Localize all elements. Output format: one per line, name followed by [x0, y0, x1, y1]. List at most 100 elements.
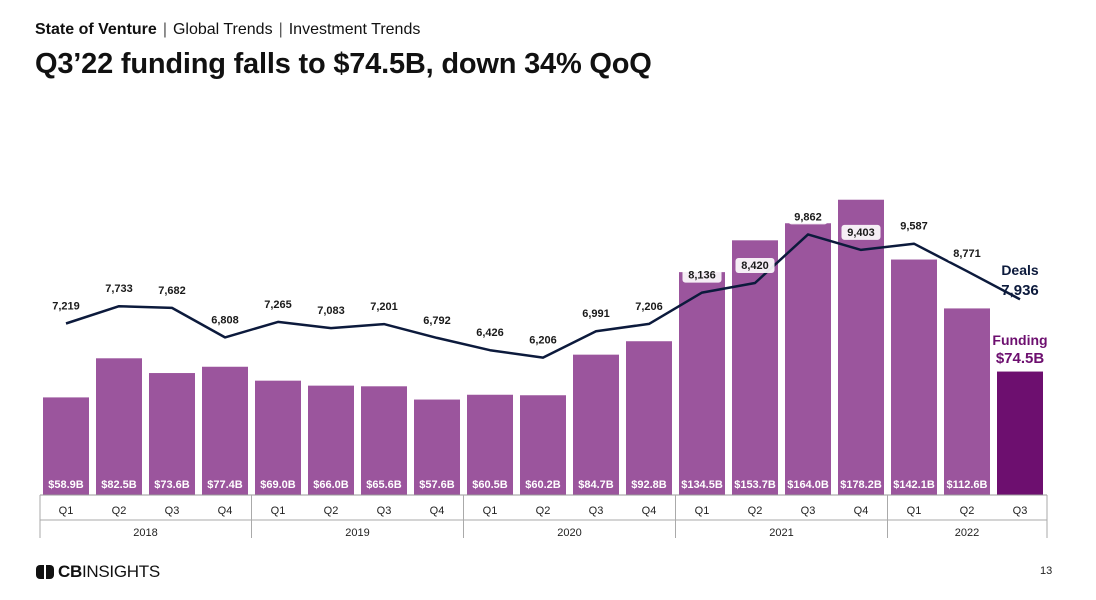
funding-bar	[573, 354, 619, 495]
quarter-tick-label: Q2	[112, 505, 127, 517]
funding-bar	[891, 259, 937, 495]
deals-label-background	[735, 258, 775, 274]
funding-value-label: $60.2B	[525, 479, 561, 491]
deals-value-label: 7,201	[370, 301, 398, 313]
breadcrumb-separator: |	[278, 21, 283, 38]
quarter-tick-label: Q3	[801, 505, 816, 517]
funding-bar	[467, 394, 513, 495]
breadcrumb-item-subtopic: Investment Trends	[288, 21, 421, 38]
deals-label-background	[788, 209, 828, 225]
year-group-label: 2018	[133, 527, 157, 539]
quarter-tick-label: Q3	[1013, 505, 1028, 517]
funding-value-label: $82.5B	[101, 479, 137, 491]
quarter-tick-label: Q2	[748, 505, 763, 517]
funding-value-label: $142.1B	[893, 479, 935, 491]
quarter-tick-label: Q3	[165, 505, 180, 517]
funding-bar	[414, 399, 460, 495]
logo-text-bold: CB	[58, 562, 82, 581]
quarter-tick-label: Q1	[907, 505, 922, 517]
deals-label-background	[894, 218, 934, 234]
deals-value-label: 7,206	[635, 301, 663, 313]
deals-line	[65, 233, 1021, 359]
cb-insights-logo-icon	[36, 565, 54, 579]
quarter-tick-label: Q1	[483, 505, 498, 517]
quarter-tick-label: Q1	[695, 505, 710, 517]
deals-label-background	[841, 224, 881, 240]
funding-value-label: $66.0B	[313, 479, 349, 491]
funding-callout-name: Funding	[992, 332, 1047, 348]
funding-bar	[361, 386, 407, 495]
funding-bar	[202, 366, 248, 495]
deals-label-background	[682, 267, 722, 283]
funding-bar	[520, 395, 566, 495]
breadcrumb-item-topic: Global Trends	[172, 21, 273, 38]
deals-callout-value: 7,936	[1001, 282, 1039, 299]
quarter-tick-label: Q2	[324, 505, 339, 517]
funding-bar	[679, 272, 725, 495]
quarter-tick-label: Q2	[960, 505, 975, 517]
year-group-label: 2019	[345, 527, 369, 539]
funding-bar	[626, 341, 672, 495]
deals-value-label: 8,420	[741, 260, 769, 272]
quarter-tick-label: Q1	[59, 505, 74, 517]
year-group-label: 2020	[557, 527, 581, 539]
deals-value-label: 9,587	[900, 221, 928, 233]
quarter-tick-label: Q4	[218, 505, 233, 517]
funding-bar	[308, 385, 354, 495]
year-group-label: 2022	[955, 527, 979, 539]
deals-value-label: 6,206	[529, 335, 557, 347]
funding-bar	[149, 373, 195, 495]
deals-value-label: 7,733	[105, 283, 133, 295]
quarter-tick-label: Q4	[854, 505, 869, 517]
deals-value-label: 7,219	[52, 301, 80, 313]
funding-value-label: $134.5B	[681, 479, 723, 491]
quarter-tick-label: Q1	[271, 505, 286, 517]
funding-bar	[43, 397, 89, 495]
funding-callout-value: $74.5B	[996, 350, 1045, 367]
funding-value-label: $65.6B	[366, 479, 402, 491]
deals-value-label: 6,808	[211, 314, 239, 326]
deals-value-label: 8,771	[953, 248, 981, 260]
deals-value-label: 6,991	[582, 308, 610, 320]
deals-value-label: 8,136	[688, 270, 716, 282]
funding-bar	[96, 358, 142, 495]
page-title: Q3’22 funding falls to $74.5B, down 34% …	[35, 48, 652, 80]
funding-value-label: $58.9B	[48, 479, 84, 491]
deals-value-label: 7,265	[264, 299, 292, 311]
funding-value-label: $77.4B	[207, 479, 243, 491]
funding-value-label: $153.7B	[734, 479, 776, 491]
breadcrumb-item-section: State of Venture	[35, 21, 157, 38]
deals-value-label: 6,426	[476, 327, 504, 339]
logo-text-rest: INSIGHTS	[81, 562, 160, 581]
funding-value-label: $57.6B	[419, 479, 455, 491]
deals-value-label: 9,862	[794, 211, 822, 223]
deals-value-label: 6,792	[423, 315, 451, 327]
quarter-tick-label: Q3	[377, 505, 392, 517]
deals-callout-name: Deals	[1001, 262, 1039, 278]
quarter-tick-label: Q2	[536, 505, 551, 517]
quarter-tick-label: Q3	[589, 505, 604, 517]
breadcrumb: State of Venture | Global Trends | Investmen…	[35, 20, 420, 40]
year-group-label: 2021	[769, 527, 793, 539]
quarter-tick-label: Q4	[642, 505, 657, 517]
funding-bar	[997, 371, 1043, 495]
funding-value-label: $60.5B	[472, 479, 508, 491]
funding-bar	[255, 380, 301, 495]
funding-value-label: $84.7B	[578, 479, 614, 491]
funding-value-label: $164.0B	[787, 479, 829, 491]
funding-value-label: $69.0B	[260, 479, 296, 491]
deals-value-label: 9,403	[847, 227, 875, 239]
deals-label-background	[947, 246, 987, 262]
funding-bar	[944, 308, 990, 495]
breadcrumb-separator: |	[162, 21, 167, 38]
funding-value-label: $112.6B	[947, 479, 988, 491]
deals-value-label: 7,682	[158, 285, 186, 297]
funding-value-label: $73.6B	[154, 479, 190, 491]
funding-bar	[732, 240, 778, 495]
cb-insights-logo: CBINSIGHTS	[36, 562, 160, 582]
funding-value-label: $92.8B	[631, 479, 667, 491]
funding-bar	[785, 223, 831, 495]
funding-value-label: $178.2B	[840, 479, 882, 491]
deals-value-label: 7,083	[317, 305, 345, 317]
